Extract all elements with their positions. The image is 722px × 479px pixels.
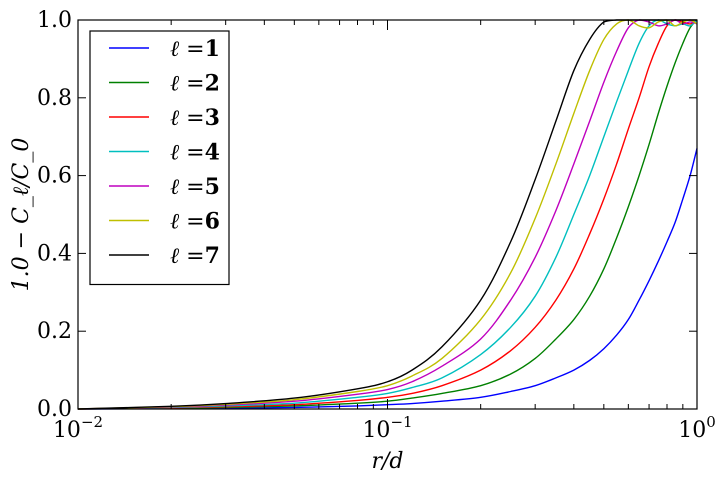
legend-label-5: ℓ =5 (170, 174, 220, 200)
axes: 0.0 0.2 0.4 0.6 0.8 1.0 10−2 10−1 100 r/d 1.0 − C_… (9, 8, 716, 474)
legend: ℓ =1 ℓ =2 ℓ =3 ℓ =4 ℓ =5 ℓ =6 ℓ =7 (89, 30, 230, 286)
y-tick-label: 0.6 (37, 164, 72, 189)
y-axis-label: 1.0 − C_ℓ/C_0 (9, 138, 34, 292)
y-tick-label: 0.2 (37, 319, 72, 344)
y-tick-label: 0.0 (37, 397, 72, 422)
y-tick-label: 0.8 (37, 86, 72, 111)
legend-label-3: ℓ =3 (170, 105, 220, 131)
x-tick-label: 10−2 (53, 413, 103, 443)
legend-label-2: ℓ =2 (170, 71, 220, 97)
series-line-2 (77, 19, 698, 410)
y-tick-label: 0.4 (37, 241, 72, 266)
x-tick-label: 10−1 (362, 413, 412, 443)
x-axis-label: r/d (371, 449, 403, 474)
legend-label-1: ℓ =1 (170, 36, 220, 62)
legend-box (89, 30, 230, 286)
legend-label-4: ℓ =4 (170, 140, 220, 166)
legend-label-6: ℓ =6 (170, 209, 220, 235)
x-tick-label: 100 (678, 413, 716, 443)
y-tick-label: 1.0 (37, 8, 72, 33)
legend-label-7: ℓ =7 (170, 243, 220, 269)
series-line-3 (77, 19, 698, 410)
series-line-1 (77, 148, 698, 410)
